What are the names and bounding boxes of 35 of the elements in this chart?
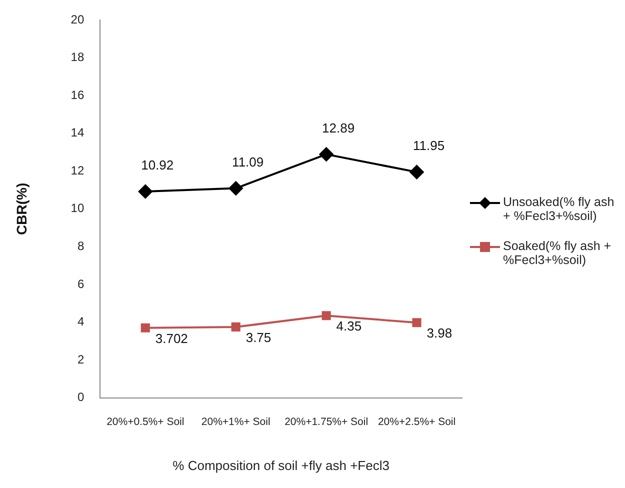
y-tick-label: 20 <box>70 12 84 26</box>
y-tick-label: 0 <box>77 390 84 404</box>
y-axis-title: CBR(%) <box>13 182 30 235</box>
point <box>228 181 243 196</box>
y-tick-label: 14 <box>70 126 84 140</box>
data-label: 11.09 <box>232 154 264 170</box>
data-label: 12.89 <box>322 120 355 136</box>
point <box>412 318 422 328</box>
data-label: 3.75 <box>246 330 272 345</box>
y-tick-label: 10 <box>70 201 84 216</box>
y-tick-label: 12 <box>70 163 84 178</box>
point <box>231 322 240 332</box>
data-label: 3.98 <box>426 326 452 341</box>
data-label: 10.92 <box>141 158 174 173</box>
y-tick-label: 16 <box>70 88 84 102</box>
y-tick-label: 6 <box>77 276 84 291</box>
x-tick-label: 20%+1%+ Soil <box>201 416 270 428</box>
x-tick-label: 20%+0.5%+ Soil <box>106 416 184 428</box>
legend-label: Unsoaked(% fly ash + %Fecl3+%soil) <box>503 195 616 223</box>
point <box>319 147 334 162</box>
legend-label: Soaked(% fly ash + %Fecl3+%soil) <box>503 239 612 267</box>
y-tick-label: 4 <box>77 314 84 329</box>
x-tick-label: 20%+1.75%+ Soil <box>284 416 368 428</box>
y-tick-label: 8 <box>77 238 84 253</box>
y-tick-label: 18 <box>70 50 84 64</box>
data-label: 3.702 <box>155 330 188 346</box>
data-label: 11.95 <box>412 138 445 154</box>
point <box>140 323 150 332</box>
point <box>410 165 424 180</box>
point <box>138 184 152 199</box>
point <box>322 311 331 320</box>
y-tick-label: 2 <box>77 352 84 366</box>
x-axis-title: % Composition of soil +fly ash +Fecl3 <box>172 458 390 473</box>
x-tick-label: 20%+2.5%+ Soil <box>378 416 456 428</box>
data-label: 4.35 <box>336 318 362 334</box>
